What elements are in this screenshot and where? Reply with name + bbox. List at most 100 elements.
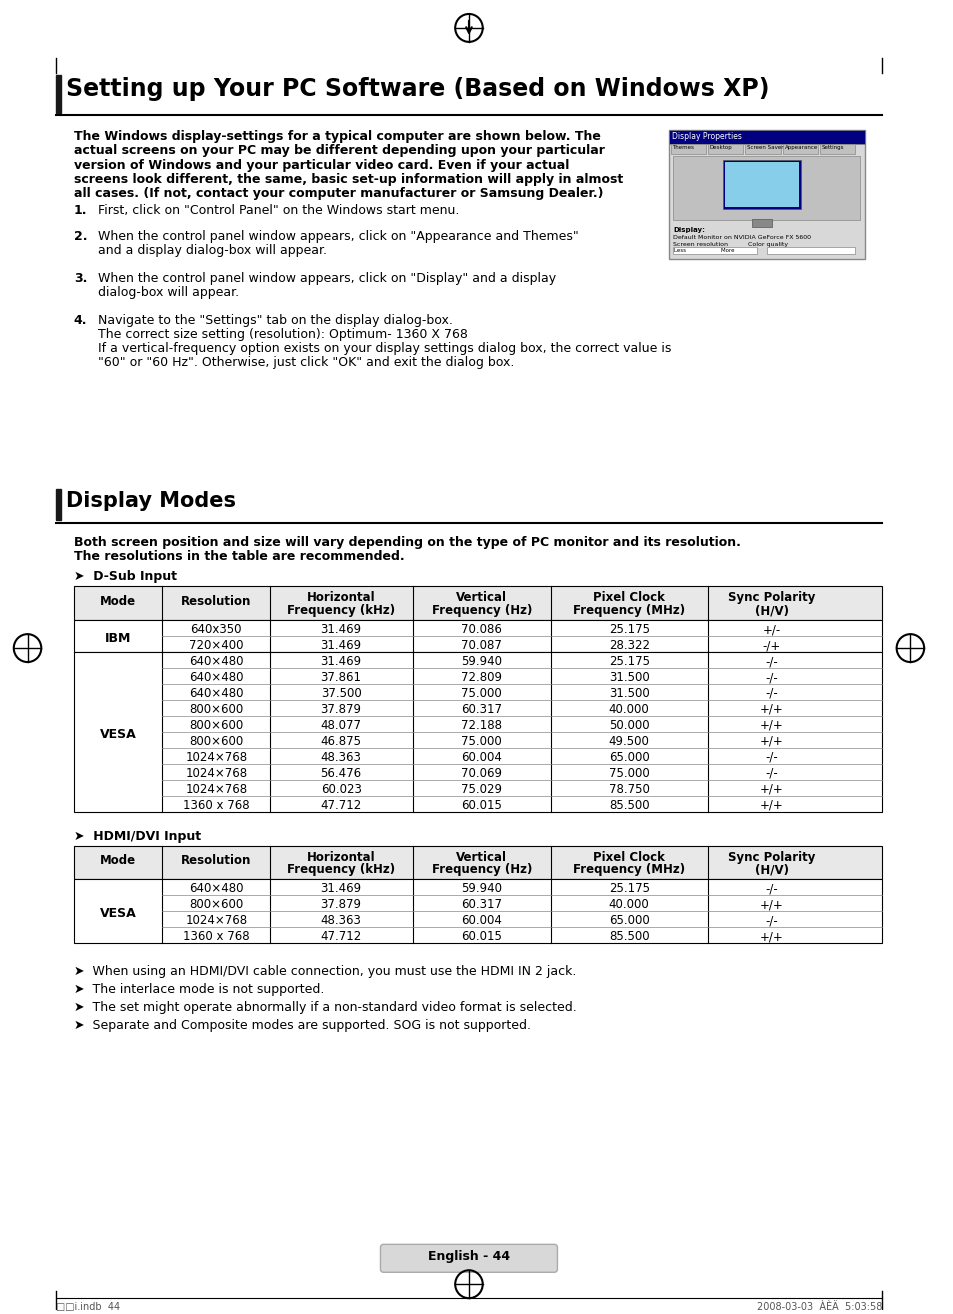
FancyBboxPatch shape bbox=[380, 1244, 557, 1272]
Bar bbox=[668, 130, 864, 259]
Bar bbox=[670, 143, 705, 154]
Text: +/-: +/- bbox=[761, 623, 781, 636]
Text: 800×600: 800×600 bbox=[189, 719, 243, 732]
Text: Vertical: Vertical bbox=[456, 591, 507, 604]
Text: 640x350: 640x350 bbox=[191, 623, 242, 636]
Text: 75.000: 75.000 bbox=[461, 687, 501, 700]
Text: -/-: -/- bbox=[764, 767, 778, 779]
Text: +/+: +/+ bbox=[760, 799, 782, 812]
Text: ➤  The interlace mode is not supported.: ➤ The interlace mode is not supported. bbox=[73, 983, 324, 996]
Text: Display Modes: Display Modes bbox=[66, 490, 235, 511]
Text: 640×480: 640×480 bbox=[189, 671, 243, 685]
Text: Resolution: Resolution bbox=[181, 854, 252, 867]
Text: 640×480: 640×480 bbox=[189, 656, 243, 668]
Text: 37.879: 37.879 bbox=[320, 899, 361, 912]
Text: 78.750: 78.750 bbox=[608, 783, 649, 796]
Text: actual screens on your PC may be different depending upon your particular: actual screens on your PC may be differe… bbox=[73, 145, 604, 158]
Text: 47.712: 47.712 bbox=[320, 930, 361, 943]
Text: 1360 x 768: 1360 x 768 bbox=[183, 799, 250, 812]
Text: 28.322: 28.322 bbox=[608, 639, 649, 652]
Text: 37.500: 37.500 bbox=[320, 687, 361, 700]
Text: 50.000: 50.000 bbox=[608, 719, 649, 732]
Text: The resolutions in the table are recommended.: The resolutions in the table are recomme… bbox=[73, 551, 404, 564]
Text: 4.: 4. bbox=[73, 314, 87, 327]
Text: 37.879: 37.879 bbox=[320, 703, 361, 716]
Text: Frequency (kHz): Frequency (kHz) bbox=[287, 863, 395, 876]
Text: 60.023: 60.023 bbox=[320, 783, 361, 796]
Text: 25.175: 25.175 bbox=[608, 656, 649, 668]
Text: +/+: +/+ bbox=[760, 930, 782, 943]
Text: If a vertical-frequency option exists on your display settings dialog box, the c: If a vertical-frequency option exists on… bbox=[98, 342, 671, 355]
Text: 1024×768: 1024×768 bbox=[185, 915, 247, 928]
Text: Less                    More: Less More bbox=[674, 248, 734, 254]
Bar bbox=[751, 219, 771, 227]
Text: +/+: +/+ bbox=[760, 703, 782, 716]
Bar bbox=[56, 75, 61, 113]
Text: Horizontal: Horizontal bbox=[307, 591, 375, 604]
Text: The correct size setting (resolution): Optimum- 1360 X 768: The correct size setting (resolution): O… bbox=[98, 328, 468, 342]
Text: 72.809: 72.809 bbox=[460, 671, 501, 685]
Text: (H/V): (H/V) bbox=[754, 604, 788, 618]
Text: English - 44: English - 44 bbox=[428, 1251, 510, 1263]
Text: Frequency (Hz): Frequency (Hz) bbox=[431, 863, 532, 876]
Text: Pixel Clock: Pixel Clock bbox=[593, 850, 664, 863]
Text: 75.000: 75.000 bbox=[461, 735, 501, 748]
Text: Pixel Clock: Pixel Clock bbox=[593, 591, 664, 604]
Text: Mode: Mode bbox=[100, 854, 136, 867]
Bar bbox=[56, 489, 61, 520]
Text: Display:: Display: bbox=[673, 227, 704, 234]
Text: First, click on "Control Panel" on the Windows start menu.: First, click on "Control Panel" on the W… bbox=[98, 205, 459, 217]
Text: ➤  HDMI/DVI Input: ➤ HDMI/DVI Input bbox=[73, 829, 201, 842]
Text: 31.500: 31.500 bbox=[608, 687, 649, 700]
Text: -/-: -/- bbox=[764, 687, 778, 700]
Text: 1024×768: 1024×768 bbox=[185, 750, 247, 763]
Text: 2.: 2. bbox=[73, 230, 87, 243]
Text: Frequency (MHz): Frequency (MHz) bbox=[573, 863, 684, 876]
Text: +/+: +/+ bbox=[760, 735, 782, 748]
Text: Themes: Themes bbox=[672, 145, 694, 150]
Text: 70.069: 70.069 bbox=[460, 767, 501, 779]
Text: Navigate to the "Settings" tab on the display dialog-box.: Navigate to the "Settings" tab on the di… bbox=[98, 314, 453, 327]
Text: 31.469: 31.469 bbox=[320, 639, 361, 652]
Text: ➤  When using an HDMI/DVI cable connection, you must use the HDMI IN 2 jack.: ➤ When using an HDMI/DVI cable connectio… bbox=[73, 966, 576, 978]
Text: ➤  Separate and Composite modes are supported. SOG is not supported.: ➤ Separate and Composite modes are suppo… bbox=[73, 1020, 530, 1031]
Text: 2008-03-03  ÀÈÄ  5:03:58: 2008-03-03 ÀÈÄ 5:03:58 bbox=[756, 1302, 881, 1313]
Text: 40.000: 40.000 bbox=[608, 899, 649, 912]
Text: 25.175: 25.175 bbox=[608, 883, 649, 895]
Text: Frequency (MHz): Frequency (MHz) bbox=[573, 604, 684, 618]
Text: 40.000: 40.000 bbox=[608, 703, 649, 716]
Text: Mode: Mode bbox=[100, 595, 136, 608]
Bar bbox=[73, 586, 881, 620]
Bar bbox=[668, 130, 864, 143]
Text: Frequency (kHz): Frequency (kHz) bbox=[287, 604, 395, 618]
Text: Frequency (Hz): Frequency (Hz) bbox=[431, 604, 532, 618]
Text: 48.363: 48.363 bbox=[320, 915, 361, 928]
Text: Setting up Your PC Software (Based on Windows XP): Setting up Your PC Software (Based on Wi… bbox=[66, 76, 768, 101]
Text: 1024×768: 1024×768 bbox=[185, 767, 247, 779]
Text: 1024×768: 1024×768 bbox=[185, 783, 247, 796]
Text: 48.363: 48.363 bbox=[320, 750, 361, 763]
Text: 60.004: 60.004 bbox=[461, 915, 501, 928]
Text: 85.500: 85.500 bbox=[608, 799, 649, 812]
Text: Horizontal: Horizontal bbox=[307, 850, 375, 863]
Text: and a display dialog-box will appear.: and a display dialog-box will appear. bbox=[98, 244, 327, 258]
Bar bbox=[766, 247, 855, 254]
Bar bbox=[73, 845, 881, 879]
Bar bbox=[673, 155, 860, 221]
Text: 48.077: 48.077 bbox=[320, 719, 361, 732]
Text: 60.015: 60.015 bbox=[461, 930, 501, 943]
Text: 31.500: 31.500 bbox=[608, 671, 649, 685]
Text: 65.000: 65.000 bbox=[608, 750, 649, 763]
Bar bbox=[781, 143, 817, 154]
Text: 640×480: 640×480 bbox=[189, 687, 243, 700]
Bar bbox=[724, 162, 799, 208]
Text: 31.469: 31.469 bbox=[320, 883, 361, 895]
Bar bbox=[73, 879, 881, 943]
Text: 640×480: 640×480 bbox=[189, 883, 243, 895]
Text: 65.000: 65.000 bbox=[608, 915, 649, 928]
Text: 60.317: 60.317 bbox=[460, 899, 501, 912]
Text: When the control panel window appears, click on "Appearance and Themes": When the control panel window appears, c… bbox=[98, 230, 578, 243]
Bar bbox=[707, 143, 742, 154]
Text: (H/V): (H/V) bbox=[754, 863, 788, 876]
Text: 47.712: 47.712 bbox=[320, 799, 361, 812]
